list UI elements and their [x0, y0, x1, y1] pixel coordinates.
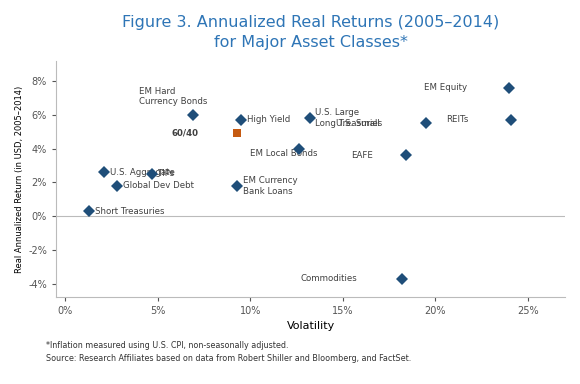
Text: EM Equity: EM Equity [424, 83, 467, 92]
Text: Global Dev Debt: Global Dev Debt [123, 181, 194, 190]
Text: Short Treasuries: Short Treasuries [95, 207, 165, 216]
Y-axis label: Real Annualized Return (in USD, 2005–2014): Real Annualized Return (in USD, 2005–201… [15, 85, 24, 273]
Text: U.S. Small: U.S. Small [336, 119, 380, 128]
Text: EM Hard
Currency Bonds: EM Hard Currency Bonds [139, 87, 208, 106]
Text: U.S. Large
Long Treasuries: U.S. Large Long Treasuries [315, 108, 382, 128]
Text: EAFE: EAFE [351, 151, 372, 160]
Text: High Yield: High Yield [246, 115, 290, 124]
X-axis label: Volatility: Volatility [287, 321, 335, 331]
Text: EM Local Bonds: EM Local Bonds [251, 149, 318, 157]
Text: 60/40: 60/40 [172, 129, 198, 138]
Text: EM Currency
Bank Loans: EM Currency Bank Loans [243, 176, 298, 195]
Text: TIPs: TIPs [158, 169, 175, 179]
Title: Figure 3. Annualized Real Returns (2005–2014)
for Major Asset Classes*: Figure 3. Annualized Real Returns (2005–… [122, 15, 499, 50]
Text: U.S. Aggregate: U.S. Aggregate [110, 168, 175, 177]
Text: *Inflation measured using U.S. CPI, non-seasonally adjusted.
Source: Research Af: *Inflation measured using U.S. CPI, non-… [46, 341, 412, 363]
Text: REITs: REITs [447, 115, 469, 124]
Text: Commodities: Commodities [301, 274, 358, 283]
